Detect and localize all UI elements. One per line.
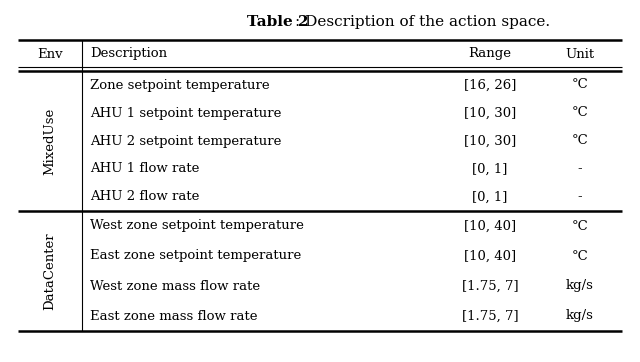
Text: -: - <box>578 163 582 176</box>
Text: °C: °C <box>572 106 588 119</box>
Text: [0, 1]: [0, 1] <box>472 163 508 176</box>
Text: AHU 1 setpoint temperature: AHU 1 setpoint temperature <box>90 106 282 119</box>
Text: AHU 2 flow rate: AHU 2 flow rate <box>90 190 200 203</box>
Text: Range: Range <box>468 47 511 60</box>
Text: [1.75, 7]: [1.75, 7] <box>461 310 518 323</box>
Text: Table 2: Table 2 <box>247 15 308 29</box>
Text: DataCenter: DataCenter <box>44 232 56 310</box>
Text: [1.75, 7]: [1.75, 7] <box>461 279 518 292</box>
Text: AHU 1 flow rate: AHU 1 flow rate <box>90 163 200 176</box>
Text: East zone mass flow rate: East zone mass flow rate <box>90 310 257 323</box>
Text: kg/s: kg/s <box>566 279 594 292</box>
Text: Description: Description <box>90 47 167 60</box>
Text: [10, 30]: [10, 30] <box>464 135 516 147</box>
Text: West zone mass flow rate: West zone mass flow rate <box>90 279 260 292</box>
Text: East zone setpoint temperature: East zone setpoint temperature <box>90 249 301 262</box>
Text: Env: Env <box>37 47 63 60</box>
Text: kg/s: kg/s <box>566 310 594 323</box>
Text: °C: °C <box>572 219 588 232</box>
Text: [10, 40]: [10, 40] <box>464 219 516 232</box>
Text: °C: °C <box>572 249 588 262</box>
Text: Zone setpoint temperature: Zone setpoint temperature <box>90 79 269 92</box>
Text: -: - <box>578 190 582 203</box>
Text: MixedUse: MixedUse <box>44 108 56 174</box>
Text: Unit: Unit <box>565 47 595 60</box>
Text: [16, 26]: [16, 26] <box>464 79 516 92</box>
Text: °C: °C <box>572 79 588 92</box>
Text: [10, 30]: [10, 30] <box>464 106 516 119</box>
Text: °C: °C <box>572 135 588 147</box>
Text: West zone setpoint temperature: West zone setpoint temperature <box>90 219 304 232</box>
Text: [10, 40]: [10, 40] <box>464 249 516 262</box>
Text: [0, 1]: [0, 1] <box>472 190 508 203</box>
Text: : Description of the action space.: : Description of the action space. <box>295 15 550 29</box>
Text: AHU 2 setpoint temperature: AHU 2 setpoint temperature <box>90 135 282 147</box>
